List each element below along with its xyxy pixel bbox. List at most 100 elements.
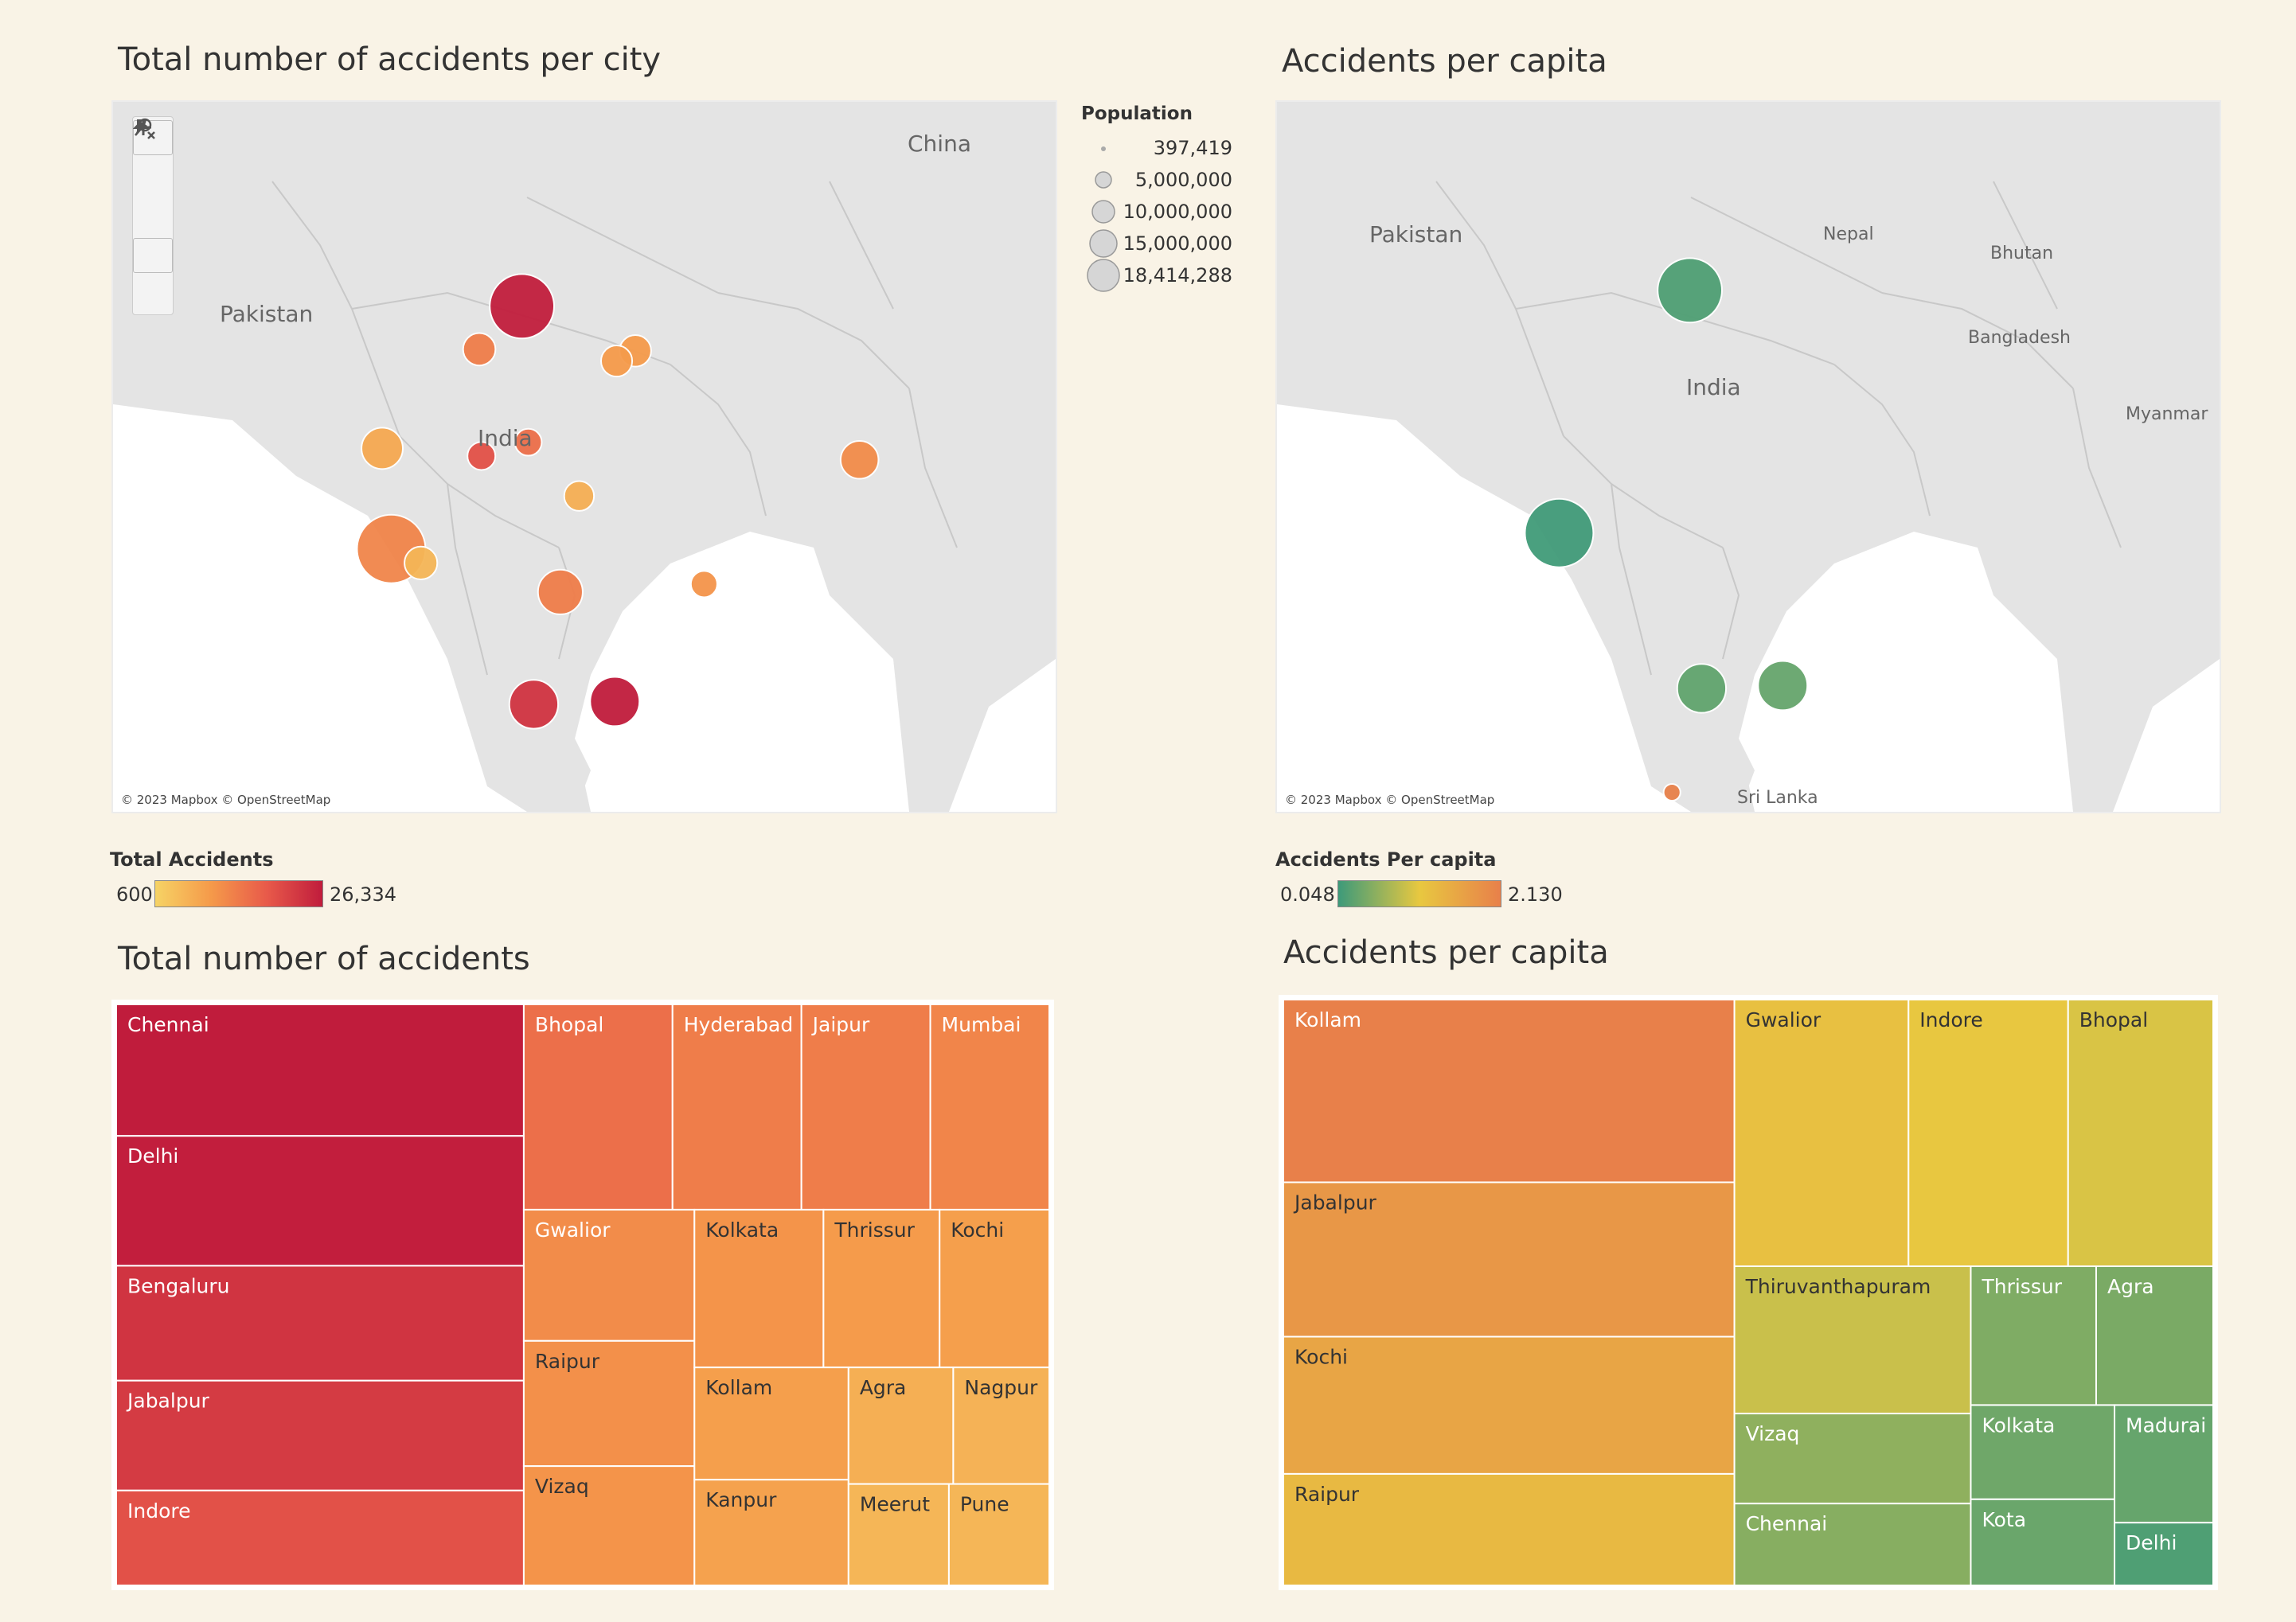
city-marker[interactable] <box>839 439 880 480</box>
region-border <box>1833 364 1931 517</box>
treemap-cell[interactable]: Mumbai <box>929 1004 1051 1211</box>
region-border <box>1993 181 2058 310</box>
city-marker[interactable] <box>489 273 556 340</box>
region-border <box>526 197 719 294</box>
treemap-cell[interactable]: Hyderabad <box>671 1004 802 1211</box>
treemap-cell[interactable]: Meerut <box>847 1483 950 1587</box>
treemap-cell-rect <box>800 1004 931 1211</box>
map-total-title: Total number of accidents per city <box>118 41 662 78</box>
treemap-cell[interactable]: Thrissur <box>822 1208 941 1369</box>
treemap-cell[interactable]: Thrissur <box>1970 1265 2097 1406</box>
treemap-cell-label: Thrissur <box>1981 1275 2062 1298</box>
pop-label-1: 397,419 <box>1153 137 1232 159</box>
treemap-cell[interactable]: Jabalpur <box>1283 1181 1736 1338</box>
map-label-china: China <box>908 131 971 157</box>
treemap-cell[interactable]: Chennai <box>115 1004 525 1137</box>
map-toolbar <box>132 116 174 315</box>
treemap-cell-rect <box>693 1479 849 1586</box>
treemap-cell-label: Bhopal <box>2079 1008 2148 1031</box>
treemap-cell[interactable]: Jaipur <box>800 1004 931 1211</box>
treemap-cell[interactable]: Indore <box>1907 999 2069 1268</box>
treemap-cell[interactable]: Bhopal <box>522 1004 674 1211</box>
treemap-cell-label: Kollam <box>705 1376 772 1399</box>
city-marker[interactable] <box>1524 497 1595 568</box>
unpin-button[interactable] <box>133 119 173 273</box>
treemap-cell-label: Hyderabad <box>684 1013 794 1036</box>
treemap-cell-label: Jaipur <box>811 1013 870 1036</box>
city-marker[interactable] <box>689 570 718 599</box>
treemap-cell[interactable]: Delhi <box>115 1135 525 1267</box>
pop-circle-3 <box>1091 200 1115 224</box>
treemap-cell[interactable]: Madurai <box>2114 1404 2215 1524</box>
treemap-cell[interactable]: Bhopal <box>2067 999 2215 1268</box>
region-border <box>1563 435 1724 548</box>
treemap-cell-rect <box>1907 999 2069 1268</box>
city-marker[interactable] <box>1757 660 1809 712</box>
treemap-total-accidents[interactable]: Chennai Delhi Bengaluru Jabalpur Indore Bhopa… <box>111 1000 1054 1590</box>
treemap-cell-rect <box>1283 1335 1736 1475</box>
zoom-in-button[interactable] <box>133 119 173 197</box>
treemap-cell[interactable]: Kolkata <box>693 1208 825 1369</box>
treemap-cell[interactable]: Nagpur <box>952 1367 1051 1485</box>
city-marker[interactable] <box>1657 257 1724 324</box>
city-marker[interactable] <box>599 345 634 378</box>
treemap-cell-label: Mumbai <box>942 1013 1021 1036</box>
play-button[interactable] <box>133 119 173 314</box>
east-sea <box>2113 659 2220 812</box>
map2-label-nepal: Nepal <box>1823 224 1874 244</box>
treemap-cell-rect <box>115 1004 525 1137</box>
treemap-cell[interactable]: Indore <box>115 1489 525 1586</box>
city-marker[interactable] <box>404 545 439 580</box>
city-marker[interactable] <box>589 676 641 727</box>
treemap-cell[interactable]: Kolkata <box>1970 1404 2116 1500</box>
treemap-cell[interactable]: Agra <box>2095 1265 2214 1406</box>
city-marker[interactable] <box>537 568 584 615</box>
city-marker[interactable] <box>1676 663 1728 714</box>
total-legend-title: Total Accidents <box>110 848 274 871</box>
city-marker[interactable] <box>467 441 497 471</box>
treemap-cell-rect <box>671 1004 802 1211</box>
treemap-cell[interactable]: Jabalpur <box>115 1379 525 1491</box>
treemap-cell[interactable]: Agra <box>847 1367 955 1485</box>
map2-label-bangladesh: Bangladesh <box>1968 328 2071 348</box>
treemap-accidents-per-capita[interactable]: Kollam Jabalpur Kochi Raipur Gwalior Indore Bh… <box>1279 995 2218 1590</box>
treemap-cell[interactable]: Bengaluru <box>115 1265 525 1382</box>
city-marker[interactable] <box>462 332 497 367</box>
treemap-cell[interactable]: Gwalior <box>1733 999 1910 1268</box>
treemap-cell-rect <box>522 1465 696 1586</box>
pop-label-3: 10,000,000 <box>1123 201 1232 223</box>
treemap-cell-label: Vizaq <box>535 1475 589 1498</box>
total-legend-max: 26,334 <box>330 883 396 906</box>
treemap-cell[interactable]: Vizaq <box>522 1465 696 1586</box>
treemap-cell-label: Nagpur <box>964 1376 1038 1399</box>
treemap-cell[interactable]: Kochi <box>939 1208 1050 1369</box>
zoom-out-button[interactable] <box>133 126 173 235</box>
city-marker[interactable] <box>513 427 543 457</box>
city-marker[interactable] <box>508 679 560 730</box>
city-marker[interactable] <box>1662 782 1681 802</box>
map-total-svg <box>113 102 1056 812</box>
treemap-cell[interactable]: Raipur <box>522 1339 696 1468</box>
map-total-accidents[interactable]: China Pakistan India © 2023 Mapbox © Ope… <box>111 100 1057 813</box>
treemap-cell[interactable]: Vizaq <box>1733 1413 1972 1505</box>
treemap-cell[interactable]: Chennai <box>1733 1503 1972 1587</box>
treemap-cell[interactable]: Delhi <box>2114 1522 2215 1587</box>
map-accidents-per-capita[interactable]: Pakistan Nepal Bhutan Bangladesh India M… <box>1275 100 2221 813</box>
treemap-cell[interactable]: Raipur <box>1283 1472 1736 1587</box>
treemap-cell-label: Agra <box>860 1376 907 1399</box>
treemap-cell[interactable]: Gwalior <box>522 1208 696 1342</box>
city-marker[interactable] <box>563 480 595 512</box>
region-border <box>1881 292 2074 389</box>
treemap-cell[interactable]: Thiruvanthapuram <box>1733 1265 1972 1415</box>
pop-circle-2 <box>1095 171 1112 189</box>
treemap-cell[interactable]: Kollam <box>693 1367 849 1481</box>
treemap-cell[interactable]: Kota <box>1970 1498 2116 1586</box>
treemap-cell-label: Kanpur <box>705 1488 777 1511</box>
treemap-cell[interactable]: Kollam <box>1283 999 1736 1183</box>
tree-total-title: Total number of accidents <box>118 941 530 977</box>
treemap-cell[interactable]: Pune <box>947 1483 1050 1587</box>
treemap-cell[interactable]: Kanpur <box>693 1479 849 1586</box>
city-marker[interactable] <box>361 427 404 470</box>
treemap-cell-label: Kollam <box>1294 1008 1361 1031</box>
treemap-cell[interactable]: Kochi <box>1283 1335 1736 1475</box>
